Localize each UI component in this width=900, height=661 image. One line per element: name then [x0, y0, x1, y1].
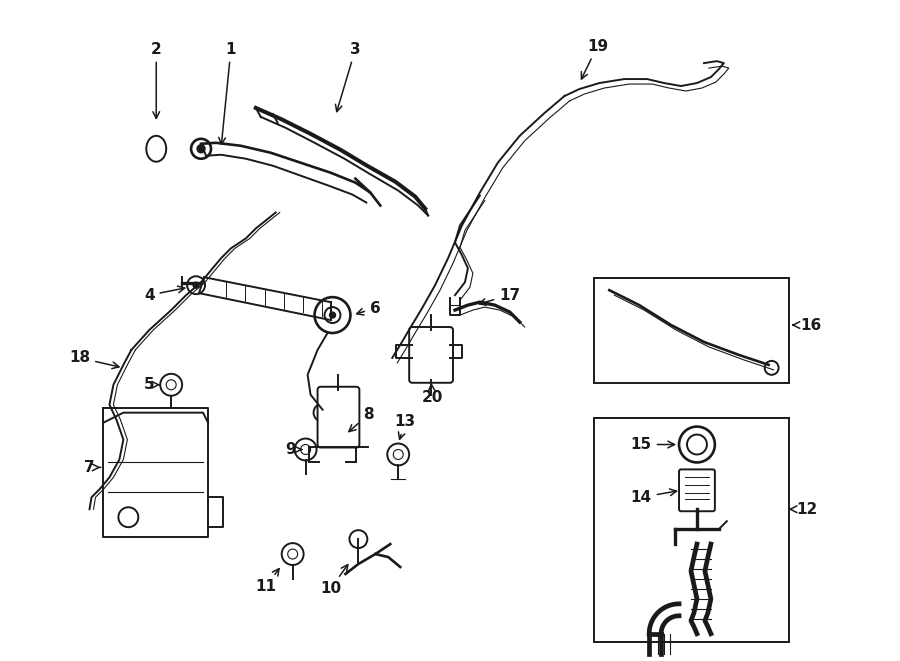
- Text: 14: 14: [631, 489, 677, 505]
- Circle shape: [329, 312, 336, 318]
- Circle shape: [197, 145, 205, 153]
- Circle shape: [194, 282, 199, 288]
- Text: 3: 3: [336, 42, 361, 112]
- Text: 16: 16: [793, 317, 821, 332]
- Text: 20: 20: [421, 384, 443, 405]
- Text: 19: 19: [581, 39, 608, 79]
- Text: 12: 12: [790, 502, 817, 517]
- Text: 7: 7: [85, 460, 101, 475]
- Text: 18: 18: [69, 350, 119, 369]
- FancyBboxPatch shape: [679, 469, 715, 511]
- Text: 1: 1: [219, 42, 236, 144]
- Text: 5: 5: [144, 377, 160, 392]
- Text: 6: 6: [356, 301, 381, 315]
- Text: 13: 13: [394, 414, 416, 440]
- Bar: [594, 418, 788, 642]
- Text: 8: 8: [349, 407, 373, 432]
- FancyBboxPatch shape: [318, 387, 359, 447]
- Circle shape: [320, 410, 326, 416]
- Text: 17: 17: [479, 288, 520, 305]
- Text: 9: 9: [285, 442, 302, 457]
- Text: 15: 15: [631, 437, 674, 452]
- Text: 10: 10: [320, 564, 347, 596]
- Text: 11: 11: [256, 568, 279, 594]
- Bar: [594, 278, 788, 383]
- Text: 2: 2: [151, 42, 162, 118]
- Text: 4: 4: [144, 286, 184, 303]
- FancyBboxPatch shape: [410, 327, 453, 383]
